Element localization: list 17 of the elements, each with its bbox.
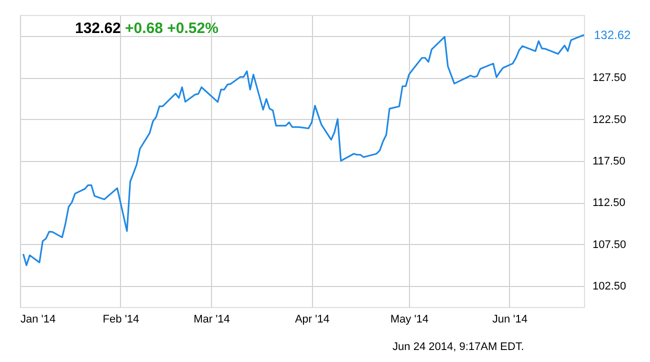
x-tick-label: Jan '14 <box>20 314 56 326</box>
x-tick-label: Feb '14 <box>102 314 140 326</box>
annotation: 132.62 <box>594 28 632 42</box>
line-series <box>22 34 585 266</box>
x-tick-label: Mar '14 <box>194 314 230 326</box>
chart-title: 132.62 <box>75 20 121 37</box>
y-tick-label: 117.50 <box>592 156 626 168</box>
text: Jun 24 2014, 9:17AM EDT. <box>392 341 524 353</box>
y-tick-label: 102.50 <box>592 280 626 293</box>
chart-subtitle: +0.68 +0.52% <box>125 20 218 37</box>
y-tick-label: 122.50 <box>592 114 626 126</box>
x-tick-label: Jun '14 <box>492 314 528 326</box>
x-tick-label: Apr '14 <box>294 314 330 326</box>
y-tick-label: 107.50 <box>592 238 626 251</box>
x-tick-label: May '14 <box>390 314 429 326</box>
y-tick-label: 127.50 <box>592 72 626 84</box>
y-tick-label: 112.50 <box>592 197 626 210</box>
